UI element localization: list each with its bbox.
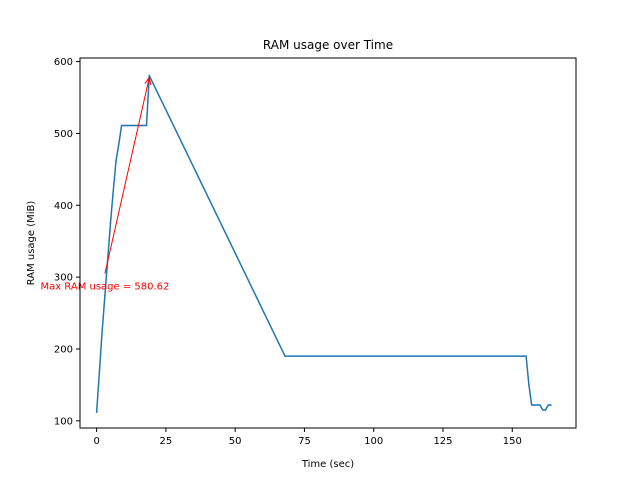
data-point [112,190,115,192]
x-tick-label: 75 [298,436,311,447]
y-tick-label: 100 [54,416,73,427]
annotation-layer: Max RAM usage = 580.62 [40,78,169,293]
plot-background [80,58,576,428]
x-tick-label: 125 [433,436,452,447]
data-point [525,355,527,357]
annotation-text: Max RAM usage = 580.62 [40,282,169,293]
data-point [541,409,544,411]
data-point [530,404,533,406]
data-point [550,404,552,406]
x-axis-label: Time (sec) [301,459,354,470]
data-point [533,404,536,406]
data-point [131,124,134,127]
y-tick-label: 400 [54,201,73,212]
data-point [140,124,142,127]
data-point [115,159,117,162]
data-point [129,124,131,127]
data-point [148,74,151,77]
data-point [142,124,145,127]
y-axis: 100 200 300 400 500 600 [54,57,80,427]
data-point [544,409,547,411]
x-tick-label: 25 [160,436,173,447]
data-point [109,222,112,224]
data-point [539,404,541,406]
annotation-arrow [104,78,149,274]
y-tick-label: 600 [54,57,73,68]
y-tick-label: 200 [54,344,73,355]
data-point [284,355,286,357]
data-point [104,294,106,296]
data-point [522,355,525,357]
x-tick-label: 100 [364,436,383,447]
series-layer [95,74,552,413]
data-point [547,404,550,406]
data-point [120,124,123,127]
x-tick-label: 0 [93,436,99,447]
chart-title: RAM usage over Time [263,38,393,52]
y-axis-label: RAM usage (MiB) [26,201,37,286]
x-tick-label: 50 [229,436,242,447]
data-point [536,404,538,406]
data-point [134,124,137,127]
data-point [98,371,101,373]
x-tick-label: 150 [503,436,522,447]
x-axis: 0 25 50 75 100 125 150 [93,428,522,447]
data-point [528,384,530,386]
data-point [118,143,120,145]
y-tick-label: 500 [54,129,73,140]
plot-frame [79,57,577,429]
data-point [126,124,128,127]
y-tick-label: 300 [54,273,73,284]
data-point [145,124,148,127]
data-point [123,124,126,127]
data-point [95,411,98,413]
data-point [101,330,103,332]
